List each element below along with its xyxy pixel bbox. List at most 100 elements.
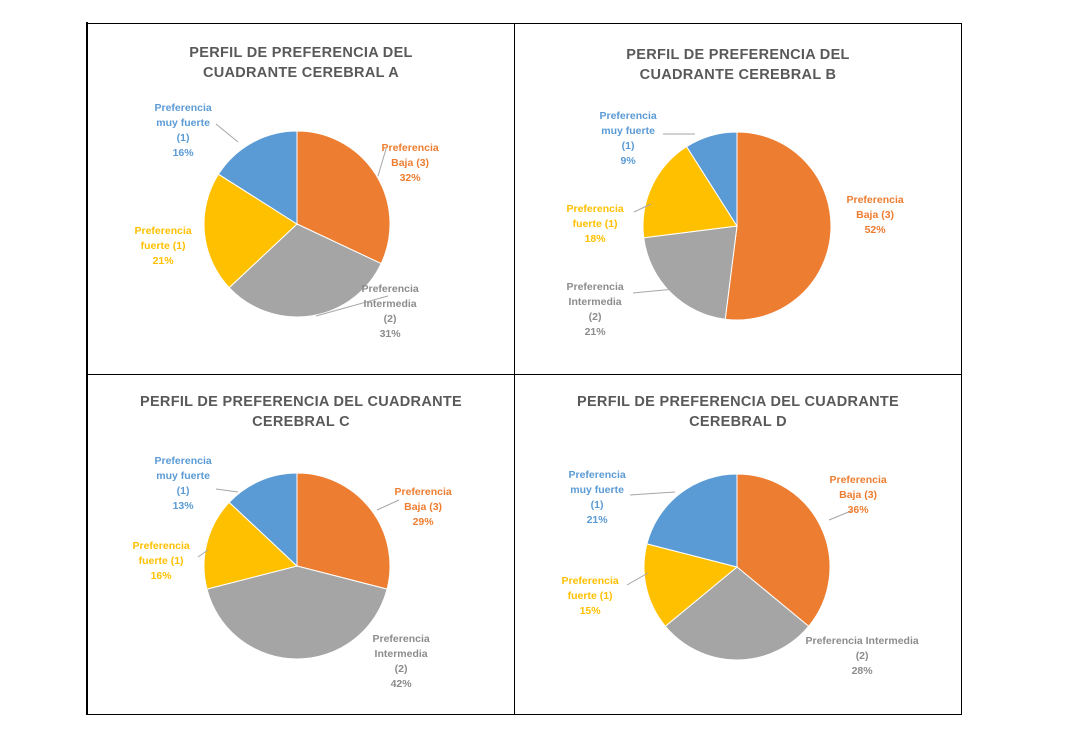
pie-svg-d [626,473,852,661]
table-middle-horizontal [86,374,962,375]
data-label-line: Preferencia [134,225,192,237]
pie-chart-panel-c: PERFIL DE PREFERENCIA DEL CUADRANTE CERE… [88,375,514,714]
data-label-c-muy-fuerte: Preferencia muy fuerte (1) 13% [155,454,212,514]
data-label-line: Preferencia [846,194,904,206]
data-label-line: Preferencia [154,455,212,467]
data-label-c-intermedia: Preferencia Intermedia (2) 42% [373,632,430,692]
data-label-line: muy fuerte [570,484,624,496]
data-label-line: 36% [847,504,869,516]
pie-slice-d-fuerte [643,543,739,627]
table-right-border [961,23,962,715]
data-label-line: Baja (3) [839,489,878,501]
data-label-line: Baja (3) [391,157,430,169]
data-label-line: Baja (3) [856,209,895,221]
chart-title-a: PERFIL DE PREFERENCIA DEL CUADRANTE CERE… [88,43,514,83]
data-label-line: (2) [855,650,869,662]
data-label-line: Preferencia [132,540,190,552]
data-label-line: 31% [379,328,401,340]
table-middle-vertical [514,23,515,715]
data-label-line: 29% [412,516,434,528]
leader-line-c-fuerte [197,549,209,558]
leader-line-d-muy-fuerte [629,491,676,496]
data-label-line: fuerte (1) [140,240,186,252]
data-label-line: (1) [176,132,190,144]
leader-line-c-baja [376,499,400,511]
data-label-d-fuerte: Preferencia fuerte (1) 15% [562,574,619,619]
pie-slice-c-baja [296,472,391,590]
data-label-line: Preferencia [394,486,452,498]
pie-slice-b-fuerte [642,145,738,239]
data-label-line: (1) [621,140,635,152]
leader-line-c-muy-fuerte [215,488,239,493]
data-label-line: (1) [590,499,604,511]
data-label-a-baja: Preferencia Baja (3) 32% [382,141,439,186]
data-label-line: 21% [586,514,608,526]
data-label-line: (2) [383,313,397,325]
pie-slice-a-muy-fuerte [217,130,298,225]
data-label-line: muy fuerte [156,470,210,482]
data-label-line: Preferencia [154,102,212,114]
leader-line-a-baja [377,148,387,177]
pie-slice-b-muy-fuerte [685,131,738,228]
data-label-b-fuerte: Preferencia fuerte (1) 18% [567,202,624,247]
pie-slice-a-baja [296,130,391,265]
chart-title-c-line-1: PERFIL DE PREFERENCIA DEL CUADRANTE [139,394,462,410]
pie-slice-c-muy-fuerte [228,472,298,568]
pie-svg-b [632,131,832,321]
table-left-border [86,22,88,715]
pie-svg-c [197,472,400,660]
data-label-line: Preferencia [829,474,887,486]
data-label-line: 16% [150,570,172,582]
chart-title-c-line-2: CEREBRAL C [252,414,350,430]
chart-title-a-line-2: CUADRANTE CEREBRAL A [202,65,400,81]
chart-title-c: PERFIL DE PREFERENCIA DEL CUADRANTE CERE… [88,392,514,432]
pie-slice-d-intermedia [664,566,810,661]
pie-chart-panel-a: PERFIL DE PREFERENCIA DEL CUADRANTE CERE… [88,24,514,374]
data-label-line: Intermedia [363,298,417,310]
pie-slice-c-intermedia [206,565,388,660]
pie-slice-d-baja [736,473,831,627]
data-label-line: (2) [394,663,408,675]
data-label-line: fuerte (1) [567,590,613,602]
leader-line-a-muy-fuerte [215,123,239,143]
pie-chart-panel-d: PERFIL DE PREFERENCIA DEL CUADRANTE CERE… [515,375,961,714]
data-label-line: Preferencia [381,142,439,154]
data-label-line: Baja (3) [404,501,443,513]
pie-slice-a-intermedia [228,223,382,318]
data-label-c-fuerte: Preferencia fuerte (1) 16% [133,539,190,584]
data-label-b-baja: Preferencia Baja (3) 52% [847,193,904,238]
pie-svg-a [203,123,391,318]
data-label-line: Intermedia [568,296,622,308]
data-label-line: 21% [152,255,174,267]
data-label-line: Preferencia [566,203,624,215]
pie-slice-b-baja [724,131,832,321]
chart-title-d: PERFIL DE PREFERENCIA DEL CUADRANTE CERE… [515,392,961,432]
pie-chart-panel-b: PERFIL DE PREFERENCIA DEL CUADRANTE CERE… [515,24,961,374]
leader-line-d-baja [828,510,852,521]
data-label-d-muy-fuerte: Preferencia muy fuerte (1) 21% [569,468,626,528]
leader-line-d-fuerte [626,572,649,586]
data-label-d-intermedia: Preferencia Intermedia (2) 28% [806,634,919,679]
data-label-line: muy fuerte [601,125,655,137]
data-label-c-baja: Preferencia Baja (3) 29% [395,485,452,530]
leader-line-b-intermedia [632,288,676,294]
data-label-line: 15% [579,605,601,617]
data-label-line: 13% [172,500,194,512]
data-label-line: Preferencia [561,575,619,587]
data-label-line: Preferencia Intermedia [805,635,919,647]
data-label-line: Preferencia [599,110,657,122]
pie-slice-c-fuerte [203,501,299,590]
leader-line-a-intermedia [315,295,389,317]
data-label-line: fuerte (1) [138,555,184,567]
data-label-b-muy-fuerte: Preferencia muy fuerte (1) 9% [600,109,657,169]
data-label-line: 18% [584,233,606,245]
data-label-line: Preferencia [566,281,624,293]
data-label-line: 52% [864,224,886,236]
chart-title-a-line-1: PERFIL DE PREFERENCIA DEL [189,45,413,61]
data-label-line: 42% [390,678,412,690]
pie-slice-d-muy-fuerte [646,473,738,568]
data-label-line: 21% [584,326,606,338]
data-label-line: fuerte (1) [572,218,618,230]
chart-title-b-line-2: CUADRANTE CEREBRAL B [639,67,837,83]
